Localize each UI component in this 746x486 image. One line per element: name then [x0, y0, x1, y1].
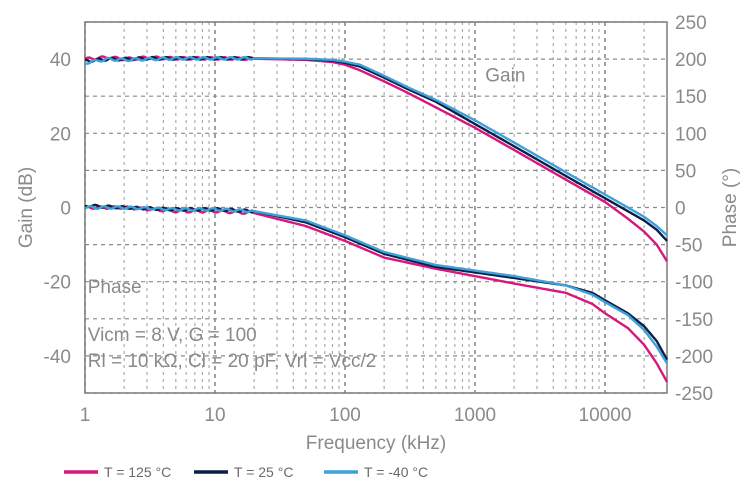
- annotation-4: Rl = 10 kΩ, Cl = 20 pF, Vrl = Vcc/2: [88, 351, 377, 372]
- legend-label-3: T = -40 °C: [364, 464, 428, 480]
- annotation-2: Phase: [88, 277, 142, 298]
- annotations: Gain Phase Vicm = 8 V, G = 100 Rl = 10 kΩ, …: [88, 65, 526, 372]
- right-tick-label: 150: [675, 87, 707, 108]
- legend-label-1: T = 125 °C: [104, 464, 171, 480]
- left-tick-label: 0: [60, 199, 71, 220]
- right-axis-ticks: 250 200 150 100 50 0 -50 -100 -150 -200 -250: [675, 13, 713, 405]
- left-tick-label: -20: [44, 273, 71, 294]
- right-tick-label: -250: [675, 384, 713, 405]
- right-tick-label: 50: [675, 161, 696, 182]
- right-tick-label: -150: [675, 310, 713, 331]
- x-axis-title: Frequency (kHz): [306, 433, 446, 454]
- phase-line-3: [84, 205, 669, 364]
- right-tick-label: -50: [675, 236, 702, 257]
- right-tick-label: 100: [675, 124, 707, 145]
- x-axis-ticks: 1 10 100 1000 10000: [80, 405, 632, 426]
- right-axis-title: Phase (°): [720, 168, 741, 247]
- right-tick-label: 250: [675, 13, 707, 34]
- series-layer: [84, 55, 669, 383]
- x-tick-label: 1: [80, 405, 91, 426]
- right-tick-label: 0: [675, 199, 686, 220]
- gain-line-3: [84, 55, 668, 237]
- x-tick-label: 10000: [579, 405, 632, 426]
- gain-line-2: [84, 55, 668, 242]
- x-tick-label: 100: [329, 405, 361, 426]
- left-axis-title: Gain (dB): [16, 167, 37, 248]
- x-tick-label: 10: [204, 405, 225, 426]
- left-tick-label: 20: [50, 124, 71, 145]
- right-tick-label: -200: [675, 347, 713, 368]
- left-axis-ticks: 40 20 0 -20 -40: [44, 50, 71, 368]
- annotation-1: Gain: [485, 65, 525, 86]
- right-tick-label: -100: [675, 273, 713, 294]
- right-tick-label: 200: [675, 50, 707, 71]
- legend-label-2: T = 25 °C: [234, 464, 293, 480]
- legend: T = 125 °C T = 25 °C T = -40 °C: [64, 464, 428, 480]
- left-tick-label: -40: [44, 347, 71, 368]
- left-tick-label: 40: [50, 50, 71, 71]
- x-tick-label: 1000: [454, 405, 496, 426]
- annotation-3: Vicm = 8 V, G = 100: [88, 325, 257, 346]
